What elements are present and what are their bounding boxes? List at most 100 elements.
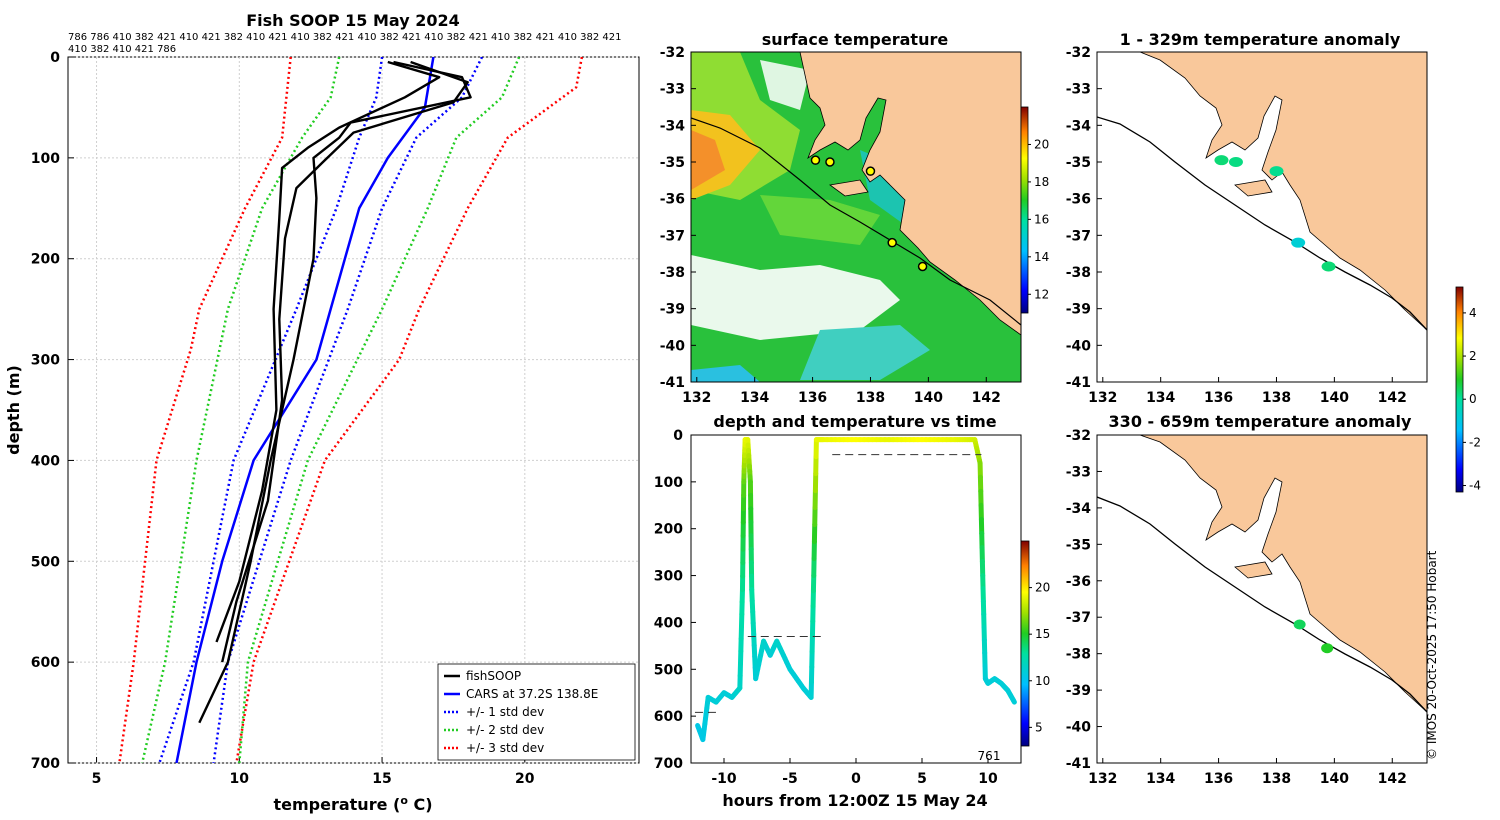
anom2-point	[1293, 619, 1306, 630]
legend-label: +/- 1 std dev	[466, 705, 544, 719]
sst-ytick-label: -37	[660, 228, 685, 244]
sst-ytick-label: -35	[660, 155, 685, 171]
time-xtick-label: 10	[978, 771, 998, 787]
sst-cloud-1	[691, 255, 900, 340]
anom2-xtick-label: 142	[1378, 771, 1407, 787]
profile-series-fishsoop-cast-3	[221, 60, 469, 663]
anom2-shelf-contour	[1097, 496, 1427, 713]
profile-series-cars-at-37-2s-138-8e	[175, 57, 435, 763]
time-colorbar-ticks: 20 15 10 5	[1029, 581, 1050, 734]
anom2-axes-box	[1096, 434, 1428, 764]
anom2-field	[1097, 435, 1427, 713]
time-colorbar-tick-label: 10	[1035, 674, 1050, 688]
time-ytick-label: 200	[654, 522, 683, 538]
profile-xlabel: temperature (o C)	[273, 794, 432, 814]
anom1-axes-box	[1096, 51, 1428, 383]
profile-grid	[68, 56, 639, 764]
profile-series-fishsoop-cast-1	[198, 60, 472, 724]
anom1-xtick-label: 134	[1146, 390, 1175, 406]
profile-ytick-label: 400	[31, 453, 60, 469]
legend-label: +/- 3 std dev	[466, 741, 544, 755]
anom1-xtick-label: 140	[1320, 390, 1349, 406]
sst-station-marker	[917, 261, 928, 272]
anom1-ytick-label: -33	[1066, 82, 1091, 98]
anom2-ytick-label: -36	[1066, 574, 1091, 590]
anom1-xtick-label: 142	[1378, 390, 1407, 406]
anom1-tick-labels: 132 134 136 138 140 142 -32 -33 -34 -35 -36 -37 -38 -…	[1066, 45, 1407, 406]
anom1-ytick-label: -37	[1066, 228, 1091, 244]
sst-ytick-label: -40	[660, 338, 686, 354]
anom1-point	[1228, 157, 1243, 167]
anom1-map-panel: 1 - 329m temperature anomaly 132 134 136 13…	[1066, 30, 1428, 406]
sst-xtick-label: 140	[914, 390, 943, 406]
sst-xtick-label: 136	[798, 390, 827, 406]
anom1-ytick-label: -40	[1066, 338, 1092, 354]
anom2-tick-labels: 132 134 136 138 140 142 -32 -33 -34 -35 -36 -37 -38 -…	[1066, 428, 1407, 787]
anomaly-colorbar-tick-label: -4	[1469, 479, 1481, 493]
anom2-xtick-label: 136	[1204, 771, 1233, 787]
anom1-field	[1097, 52, 1427, 331]
sst-title: surface temperature	[762, 30, 949, 49]
anom1-ytick-label: -35	[1066, 155, 1091, 171]
anom2-ytick-label: -34	[1066, 501, 1092, 517]
anomaly-colorbar-tick-label: -2	[1469, 435, 1481, 449]
anom1-xtick-label: 136	[1204, 390, 1233, 406]
legend-box	[437, 663, 636, 761]
anom2-ytick-label: -35	[1066, 537, 1091, 553]
sst-ytick-label: -38	[660, 265, 685, 281]
sst-track-markers	[810, 155, 928, 272]
anom2-ytick-label: -39	[1066, 683, 1091, 699]
sst-cloud-2	[760, 60, 810, 110]
anom2-point	[1321, 643, 1334, 654]
anomaly-colorbar-ticks: 4 2 0 -2 -4	[1463, 306, 1481, 493]
sample-ids-line1: 786 786 410 382 421 410 421 382 410 421 …	[68, 32, 621, 43]
sst-station-marker	[887, 237, 897, 248]
sst-tick-labels: 132 134 136 138 140 142 -32 -33 -34 -35 -36 -37 -38 -…	[660, 45, 1001, 406]
sst-xtick-label: 132	[682, 390, 711, 406]
sst-colorbar-tick-label: 12	[1034, 287, 1049, 301]
sst-kangaroo-island	[828, 179, 869, 197]
anom1-point	[1214, 155, 1229, 166]
time-panel: depth and temperature vs time -10 -5 0 5 100…	[654, 412, 1051, 810]
anom2-kangaroo-island	[1234, 561, 1273, 579]
anomaly-colorbar-tick-label: 4	[1469, 306, 1477, 320]
anom2-ytick-label: -37	[1066, 610, 1091, 626]
sst-colorbar-tick-label: 14	[1034, 250, 1049, 264]
profile-title: Fish SOOP 15 May 2024	[246, 11, 460, 30]
time-xtick-label: 0	[851, 771, 861, 787]
anom1-kangaroo-island	[1234, 179, 1273, 197]
profile-ylabel: depth (m)	[4, 365, 23, 455]
anom1-ytick-label: -41	[1066, 375, 1091, 391]
time-xtick-label: -10	[711, 771, 737, 787]
sst-colorbar-tick-label: 16	[1034, 212, 1049, 226]
anom2-points	[1293, 619, 1334, 654]
sst-ytick-label: -34	[660, 118, 686, 134]
sst-ytick-label: -36	[660, 192, 685, 208]
time-xlabel: hours from 12:00Z 15 May 24	[722, 791, 987, 810]
profile-ytick-label: 700	[31, 756, 60, 772]
sst-xtick-label: 142	[972, 390, 1001, 406]
profile-legend: fishSOOP CARS at 37.2S 138.8E +/- 1 std de…	[437, 663, 636, 761]
profile-series--2-std-dev	[140, 57, 341, 763]
time-ytick-label: 500	[654, 662, 683, 678]
anom2-ytick-label: -41	[1066, 756, 1091, 772]
profile-series--3-std-dev	[235, 57, 584, 763]
time-xtick-label: 5	[917, 771, 927, 787]
sst-colorbar-ticks: 20 18 16 14 12	[1028, 137, 1049, 301]
anom2-map-panel: 330 - 659m temperature anomaly 132 134 136…	[1066, 412, 1428, 787]
anom1-xtick-label: 132	[1088, 390, 1117, 406]
profile-xtick-label: 20	[515, 771, 535, 787]
time-series-trace	[694, 437, 1017, 743]
sst-station-marker	[825, 157, 835, 167]
profile-ytick-label: 500	[31, 554, 60, 570]
sst-warmest	[691, 130, 725, 190]
time-ytick-label: 100	[654, 475, 683, 491]
time-colorbar-tick-label: 5	[1035, 720, 1043, 734]
sst-ytick-label: -39	[660, 302, 685, 318]
anom2-xtick-label: 134	[1146, 771, 1175, 787]
sst-xtick-label: 138	[856, 390, 885, 406]
credit: © IMOS 20-Oct-2025 17:50 Hobart	[1425, 550, 1439, 760]
anom1-title: 1 - 329m temperature anomaly	[1120, 30, 1401, 49]
